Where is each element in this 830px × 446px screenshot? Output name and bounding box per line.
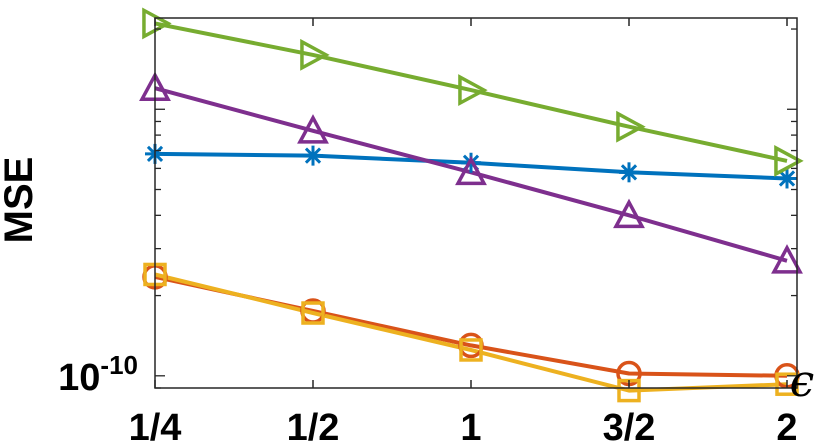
x-tick-label: 1/4 [129,407,182,446]
data-point-triangle-up [455,155,487,186]
x-tick-label: 1 [460,407,481,446]
series-line-5 [154,21,788,163]
data-point-triangle-right [616,110,646,143]
x-tick-label: 3/2 [603,407,656,446]
x-tick-label: 2 [776,407,797,446]
y-tick-label: 10-10 [58,350,138,399]
axes: 1/4 1/2 1 3/2 2 10-10 [58,17,798,446]
data-point-triangle-up [297,114,329,144]
plot-area [139,7,804,403]
data-point-triangle-up [613,198,645,229]
data-point-asterisk [619,162,639,183]
x-axis-label: ϵ [790,356,815,407]
axes-box [154,17,798,389]
data-point-triangle-up [771,244,803,274]
data-point-triangle-right [774,144,804,177]
x-tick-label: 1/2 [287,407,340,446]
data-point-triangle-right [142,7,172,40]
data-point-asterisk [777,168,797,189]
data-point-square [301,301,325,325]
data-point-triangle-right [458,74,488,107]
data-point-triangle-right [300,38,330,71]
data-point-square [459,338,483,362]
y-axis-label: MSE [0,157,41,244]
data-point-asterisk [303,145,323,166]
